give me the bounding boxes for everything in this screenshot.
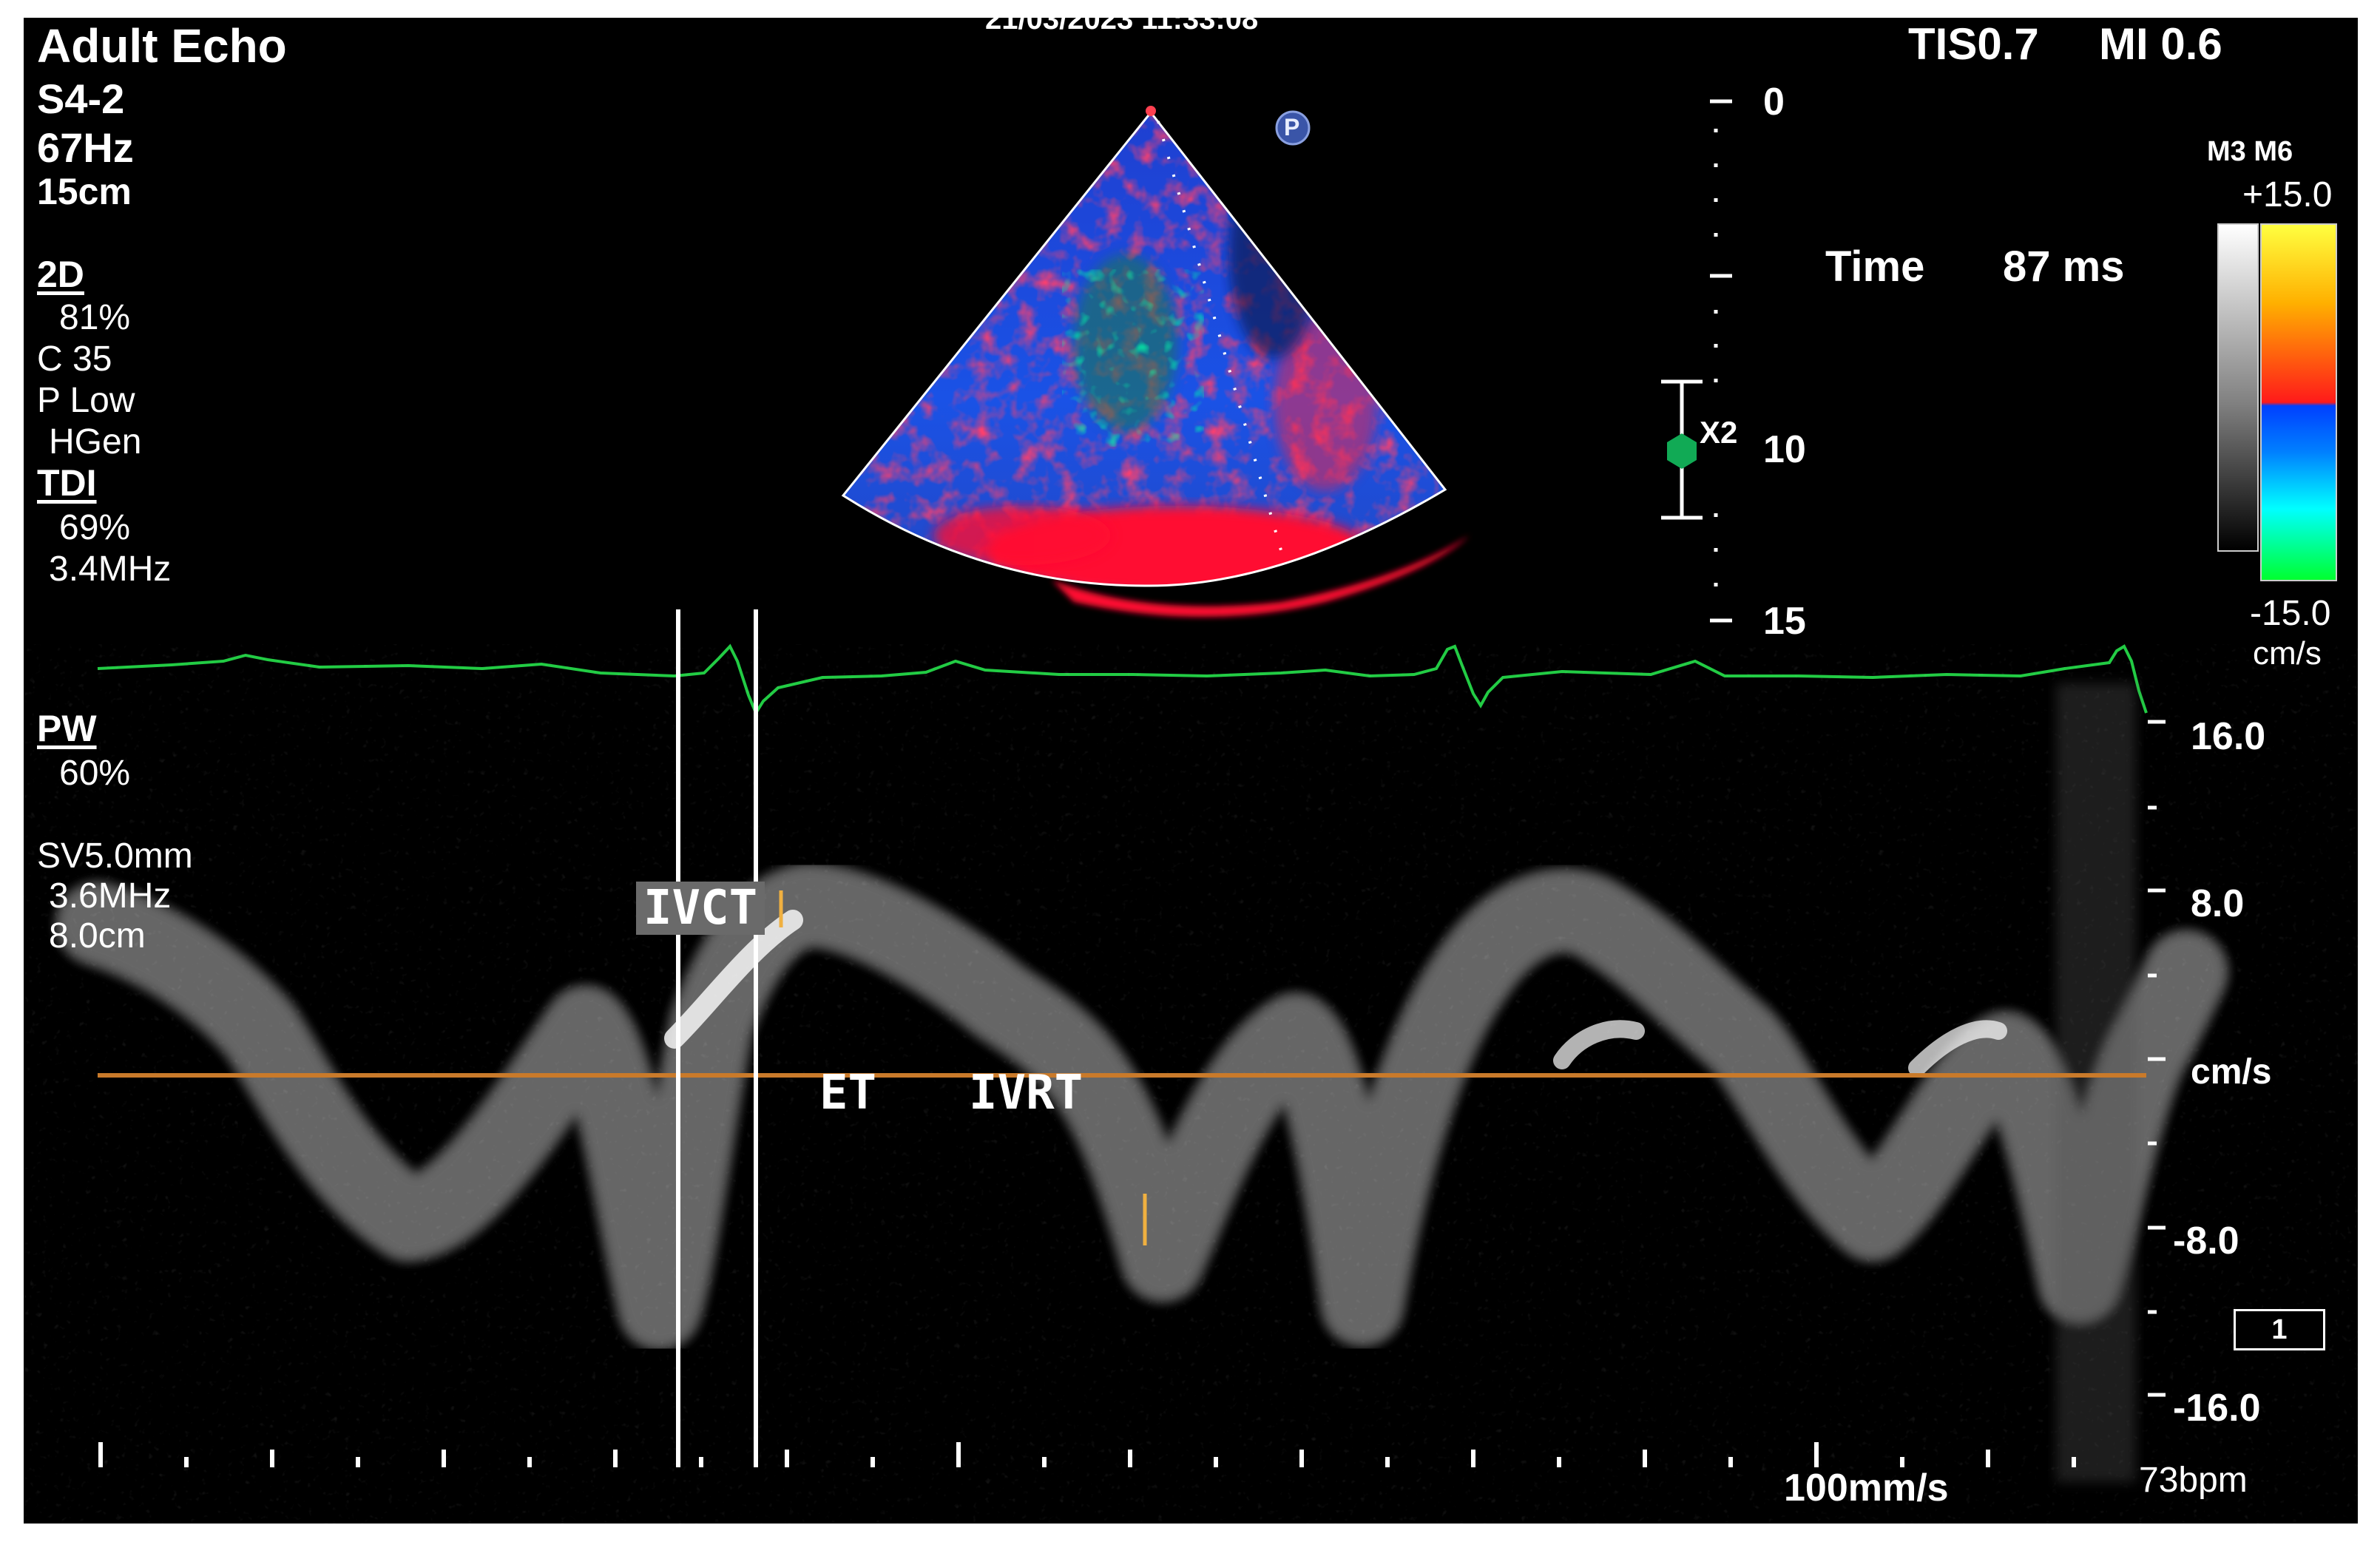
velocity-color-bar — [2260, 223, 2337, 581]
frame-rate: 67Hz — [37, 124, 134, 171]
echo-graphics — [57, 99, 2259, 1482]
section-pw-heading: PW — [37, 708, 97, 749]
gain-tdi: 69% — [59, 508, 131, 547]
frequency-tdi: 3.4MHz — [49, 549, 172, 589]
depth-label-15: 15 — [1763, 600, 1806, 643]
color-scale-min: -15.0 — [2250, 594, 2331, 633]
probe-marker-icon — [1275, 110, 1311, 146]
ecg-trace — [97, 643, 2148, 717]
ivct-label: IVCT — [636, 882, 765, 935]
section-tdi-heading: TDI — [37, 462, 97, 504]
date-time: 21/03/2023 11:33:08 — [985, 18, 1259, 35]
velocity-label-neg8: -8.0 — [2173, 1220, 2239, 1262]
zoom-label: X2 — [1700, 415, 1738, 450]
frequency-pw: 3.6MHz — [49, 876, 172, 916]
color-scale-unit: cm/s — [2253, 635, 2322, 672]
color-scale-max: +15.0 — [2242, 175, 2333, 214]
velocity-scale — [2148, 720, 2166, 1397]
ivrt-label: IVRT — [969, 1066, 1083, 1120]
gate-depth: 8.0cm — [49, 916, 146, 956]
section-2d-heading: 2D — [37, 254, 84, 295]
echo-screen: Adult Echo 21/03/2023 11:33:08 TIS0.7 MI… — [24, 18, 2358, 1524]
sweep-speed: 100mm/s — [1784, 1467, 1949, 1509]
gain-pw: 60% — [59, 754, 131, 793]
velocity-label-pos16: 16.0 — [2191, 715, 2266, 758]
depth-label-10: 10 — [1763, 428, 1806, 471]
time-axis-ticks — [98, 1442, 2076, 1467]
grayscale-bar — [2217, 223, 2259, 552]
tis-index: TIS0.7 — [1908, 19, 2039, 69]
gain-2d: 81% — [59, 298, 131, 337]
spectrum-noise — [98, 720, 2191, 1482]
color-doppler-sector — [841, 106, 1470, 617]
et-label: ET — [819, 1066, 877, 1120]
screen-indicator-button[interactable]: 1 — [2234, 1309, 2325, 1350]
exam-mode: Adult Echo — [37, 19, 287, 72]
velocity-label-unit: cm/s — [2191, 1052, 2272, 1092]
measurement-label: Time — [1825, 243, 1925, 291]
heart-rate: 73bpm — [2139, 1461, 2248, 1500]
sample-volume: SV5.0mm — [37, 836, 193, 876]
velocity-label-neg16: -16.0 — [2173, 1387, 2261, 1430]
color-map-names: M3 M6 — [2207, 136, 2293, 167]
frequency-mode-2d: HGen — [49, 422, 142, 461]
probe-name: S4-2 — [37, 75, 125, 122]
probe-marker-label: P — [1284, 114, 1300, 141]
depth-scale — [1710, 99, 1732, 623]
mi-index: MI 0.6 — [2099, 19, 2222, 69]
right-artifact-column — [2056, 683, 2136, 1482]
power-2d: P Low — [37, 381, 135, 420]
zoom-marker-icon — [1667, 433, 1697, 469]
compression-2d: C 35 — [37, 339, 112, 379]
depth-label-0: 0 — [1763, 81, 1785, 124]
velocity-label-pos8: 8.0 — [2191, 882, 2245, 925]
measurement-value: 87 ms — [2003, 243, 2125, 291]
timing-calipers — [676, 609, 758, 1467]
image-depth: 15cm — [37, 171, 132, 212]
